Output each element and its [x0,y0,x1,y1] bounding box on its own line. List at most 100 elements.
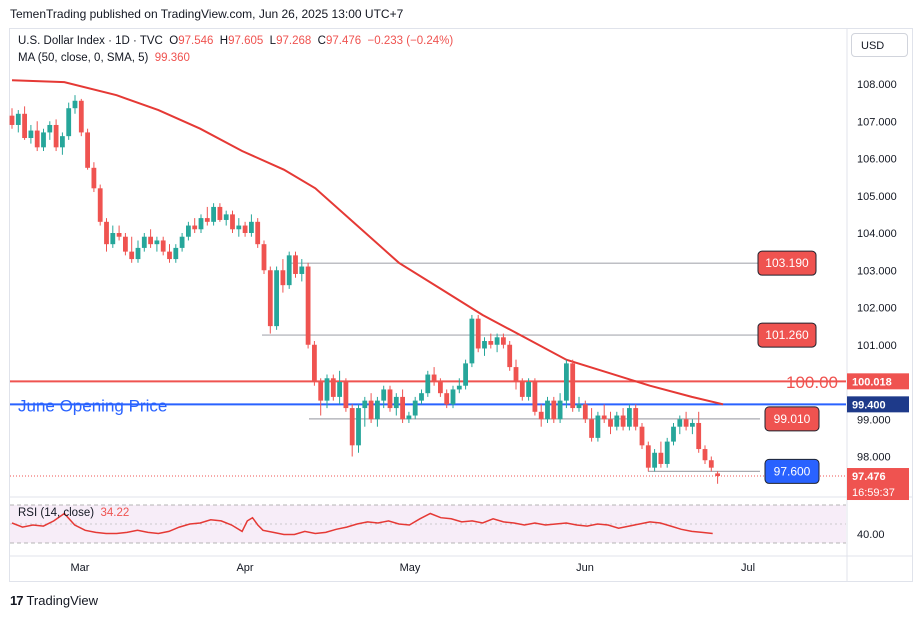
candle[interactable] [192,218,198,233]
candle[interactable] [22,106,27,140]
candle[interactable] [186,221,191,241]
candle[interactable] [15,110,21,133]
candle[interactable] [368,393,374,423]
candle[interactable] [9,108,15,129]
candle[interactable] [702,445,708,464]
footer-brand[interactable]: TradingView [26,593,99,608]
candle[interactable] [620,408,626,431]
candle[interactable] [507,341,513,371]
candle[interactable] [356,404,361,453]
candle[interactable] [375,396,380,427]
candle[interactable] [538,404,544,427]
candle[interactable] [72,95,78,114]
candle[interactable] [551,396,557,423]
candle[interactable] [633,404,639,431]
candle[interactable] [330,374,336,401]
candle[interactable] [60,132,65,155]
candle[interactable] [28,124,34,144]
rsi-legend[interactable]: RSI (14, close) 34.22 [18,507,129,519]
candle[interactable] [494,333,500,353]
annotation-103190[interactable]: 103.190 [757,250,817,276]
candle[interactable] [639,422,645,450]
candle[interactable] [513,359,519,390]
candle[interactable] [267,266,273,334]
candle[interactable] [305,262,311,349]
candle[interactable] [104,218,109,252]
ma-legend[interactable]: MA (50, close, 0, SMA, 5) 99.360 [18,52,190,64]
candle[interactable] [438,378,443,397]
candle[interactable] [223,210,229,226]
candle[interactable] [381,385,387,409]
candle[interactable] [450,385,456,409]
candle[interactable] [78,98,84,137]
candle[interactable] [425,370,431,397]
candle[interactable] [526,378,531,401]
candle[interactable] [482,337,487,356]
candle[interactable] [362,396,368,427]
candle[interactable] [582,400,588,423]
candle[interactable] [519,378,525,401]
candle[interactable] [34,121,40,152]
candle[interactable] [97,184,103,226]
candle[interactable] [576,396,582,412]
candle[interactable] [601,404,607,423]
candle[interactable] [627,404,632,431]
candle[interactable] [564,359,569,409]
candle[interactable] [91,162,97,193]
candle[interactable] [324,374,330,409]
candle[interactable] [110,225,116,248]
candle[interactable] [198,214,204,233]
candle[interactable] [545,396,550,423]
candle[interactable] [154,236,160,252]
candle[interactable] [671,422,676,446]
candle[interactable] [286,251,292,289]
candle[interactable] [557,393,563,423]
candle[interactable] [255,218,261,248]
candle[interactable] [658,441,664,468]
candle[interactable] [129,236,135,263]
candle[interactable] [337,370,342,405]
candle[interactable] [280,259,286,293]
candle[interactable] [708,456,714,472]
candle[interactable] [469,314,475,368]
candle[interactable] [696,411,702,453]
annotation-99010[interactable]: 99.010 [764,406,820,432]
candle[interactable] [645,441,651,472]
candle[interactable] [312,341,317,386]
candle[interactable] [179,233,185,252]
symbol-name[interactable]: U.S. Dollar Index · 1D · TVC [18,35,163,47]
candle[interactable] [532,378,538,416]
candle[interactable] [204,206,210,226]
candle[interactable] [677,415,683,435]
candle[interactable] [431,367,437,386]
candle[interactable] [501,333,506,349]
candle[interactable] [141,233,147,252]
candle[interactable] [456,378,462,394]
candle[interactable] [135,240,141,263]
candle[interactable] [318,378,324,416]
candle[interactable] [488,333,494,349]
candle[interactable] [230,210,235,233]
candle[interactable] [116,225,122,241]
candle[interactable] [343,378,349,412]
candle[interactable] [173,244,179,263]
candle[interactable] [406,411,412,423]
candle[interactable] [589,408,594,442]
candle[interactable] [293,251,298,278]
candle[interactable] [595,411,601,442]
candle[interactable] [160,236,166,256]
candle[interactable] [444,389,450,409]
candle[interactable] [274,266,279,330]
candle[interactable] [570,359,576,412]
candle[interactable] [249,214,254,237]
candle[interactable] [47,121,53,140]
candle[interactable] [236,218,242,237]
candle[interactable] [652,449,657,472]
tradingview-logo-icon[interactable]: 17 [10,593,24,608]
candle[interactable] [683,411,689,431]
candle[interactable] [664,437,670,468]
candle[interactable] [123,233,128,256]
candle[interactable] [475,314,481,353]
candle[interactable] [167,244,172,263]
